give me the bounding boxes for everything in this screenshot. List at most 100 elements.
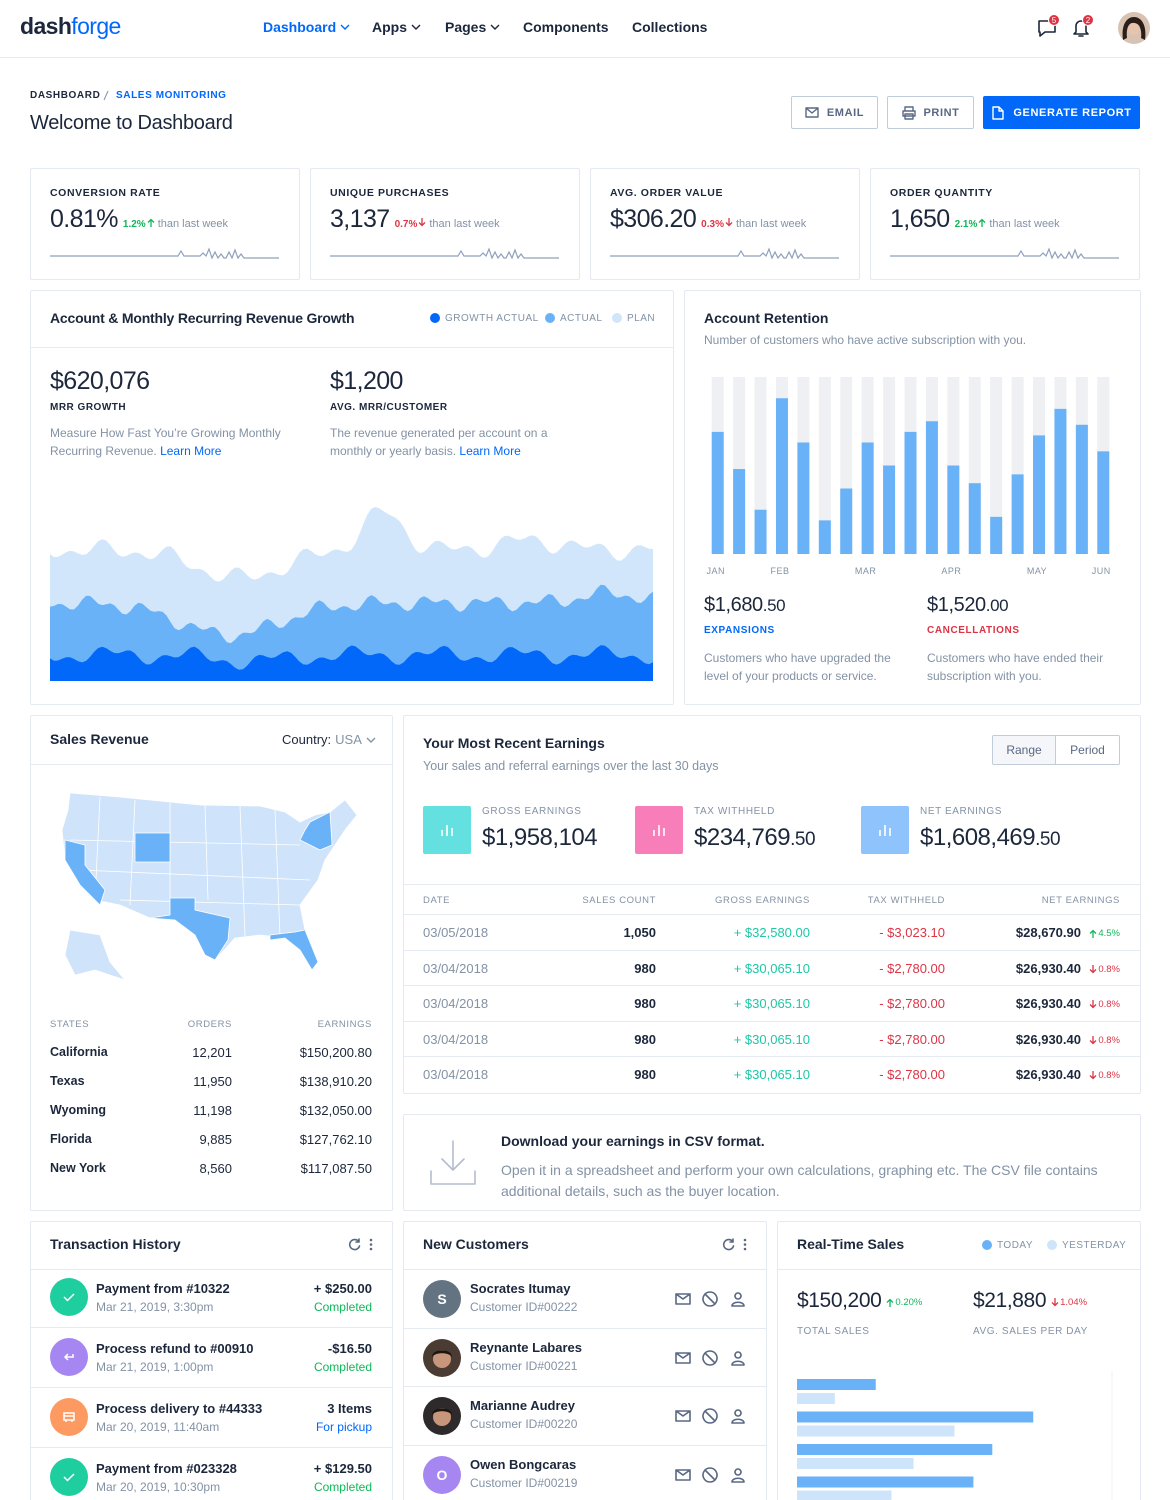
kpi-label: AVG. ORDER VALUE: [610, 187, 724, 199]
table-header: NET EARNINGS: [1041, 895, 1120, 906]
sales-revenue-card: [30, 715, 393, 1211]
mail-action[interactable]: [675, 1293, 691, 1305]
more-icon[interactable]: [743, 1238, 747, 1251]
profile-action-path: [731, 1467, 745, 1483]
kpi-value: 1,650: [890, 205, 950, 233]
mail-action-path: [675, 1468, 691, 1481]
logo[interactable]: dashforge: [20, 13, 121, 40]
customer-avatar: [423, 1397, 461, 1435]
icon-glyph: [441, 825, 453, 836]
stat-label: TAX WITHHELD: [694, 806, 775, 817]
profile-action[interactable]: [730, 1467, 746, 1483]
breadcrumb-separator: [103, 90, 109, 101]
avatar-hair: [1122, 17, 1146, 40]
mail-action[interactable]: [675, 1410, 691, 1422]
stat-text: Customers who have ended their subscript…: [927, 651, 1104, 683]
customer-avatar: [423, 1338, 461, 1377]
icon-bg: [50, 1458, 88, 1496]
refresh-icon[interactable]: [722, 1238, 735, 1251]
panel-card: [30, 1221, 393, 1500]
action-button[interactable]: PRINT: [887, 96, 974, 129]
block-action[interactable]: [702, 1408, 718, 1424]
breadcrumb-item[interactable]: SALES MONITORING: [116, 90, 227, 101]
nav-item[interactable]: Pages: [445, 19, 500, 35]
trend-arrow: [978, 218, 986, 227]
profile-action[interactable]: [730, 1350, 746, 1366]
button-icon: [992, 105, 1005, 120]
block-action-path: [702, 1349, 718, 1366]
net-cell: $26,930.40: [1015, 1067, 1081, 1083]
legend-label: GROWTH ACTUAL: [445, 313, 539, 324]
avatar-face: [1128, 23, 1140, 35]
stat-value: $1,958,104: [482, 824, 598, 852]
refresh-icon-path: [348, 1238, 361, 1251]
avatar-initial: S: [437, 1291, 446, 1307]
stat-value: $1,520.00: [927, 594, 1009, 617]
table-header: SALES COUNT: [582, 895, 656, 906]
transaction-amount: + $129.50: [313, 1461, 372, 1476]
stat-icon: [861, 806, 909, 854]
more-icon[interactable]: [369, 1238, 373, 1251]
toggle-button[interactable]: Period: [1056, 735, 1120, 765]
revenue-area-chart: [50, 507, 653, 681]
net-change: 0.8%: [1088, 999, 1120, 1010]
transaction-amount: -$16.50: [327, 1341, 372, 1356]
gross-cell: + $30,065.10: [733, 1067, 810, 1083]
block-action[interactable]: [702, 1291, 718, 1307]
sparkline: [330, 247, 559, 260]
panel-card: [403, 1221, 767, 1500]
tax-cell: - $2,780.00: [879, 1031, 945, 1047]
action-button[interactable]: EMAIL: [791, 96, 878, 129]
stat-icon: [635, 806, 683, 854]
action-button[interactable]: GENERATE REPORT: [983, 96, 1140, 129]
transaction-icon: [50, 1338, 88, 1376]
divider: [31, 1447, 392, 1448]
nav-item[interactable]: Dashboard: [263, 19, 350, 35]
stat-label: EXPANSIONS: [704, 625, 775, 636]
card-title: Account & Monthly Recurring Revenue Grow…: [50, 310, 355, 326]
avatar-initial: O: [437, 1467, 448, 1483]
divider: [404, 884, 1140, 885]
profile-action[interactable]: [730, 1408, 746, 1424]
kpi-value: 3,137: [330, 205, 390, 233]
nav-item[interactable]: Apps: [372, 19, 421, 35]
nav-label: Apps: [372, 19, 407, 35]
country-filter[interactable]: Country: USA: [282, 732, 376, 747]
icon-bg: [50, 1398, 88, 1436]
chevron-path: [340, 24, 350, 30]
button-label: GENERATE REPORT: [1013, 106, 1132, 119]
more-dot: [743, 1238, 747, 1242]
refresh-icon[interactable]: [348, 1238, 361, 1251]
block-action[interactable]: [702, 1349, 718, 1366]
more-dot: [743, 1243, 747, 1246]
breadcrumb-item[interactable]: DASHBOARD: [30, 90, 101, 101]
table-cell: $127,762.10: [299, 1132, 372, 1147]
learn-more-link[interactable]: Learn More: [459, 444, 521, 458]
net-change: 0.8%: [1088, 964, 1120, 975]
arrow-path: [1089, 964, 1097, 974]
customer-name: Socrates Itumay: [470, 1281, 571, 1296]
stat-cents: .50: [762, 596, 786, 615]
trend-arrow: [1089, 929, 1097, 938]
block-action[interactable]: [702, 1466, 718, 1483]
transaction-date: Mar 21, 2019, 1:00pm: [96, 1360, 214, 1374]
sparkline: [890, 247, 1119, 260]
toggle-button[interactable]: Range: [992, 735, 1056, 765]
mail-action[interactable]: [675, 1351, 691, 1364]
arrow-path: [978, 218, 986, 227]
stat-value: $1,200: [330, 367, 403, 395]
tax-cell: - $2,780.00: [879, 960, 945, 976]
profile-action[interactable]: [730, 1291, 746, 1307]
top-bar: [0, 0, 1170, 58]
nav-item[interactable]: Collections: [632, 19, 707, 35]
change-value: 0.8%: [1098, 1034, 1120, 1046]
learn-more-link[interactable]: Learn More: [160, 444, 222, 458]
kpi-label: CONVERSION RATE: [50, 187, 161, 199]
button-label: EMAIL: [826, 106, 865, 119]
table-header: TAX WITHHELD: [867, 895, 945, 906]
legend-label: ACTUAL: [560, 313, 603, 324]
stat-label: AVG. MRR/CUSTOMER: [330, 402, 448, 413]
mail-action[interactable]: [675, 1468, 691, 1481]
nav-item[interactable]: Components: [523, 19, 609, 35]
avatar-face: [433, 1349, 451, 1368]
